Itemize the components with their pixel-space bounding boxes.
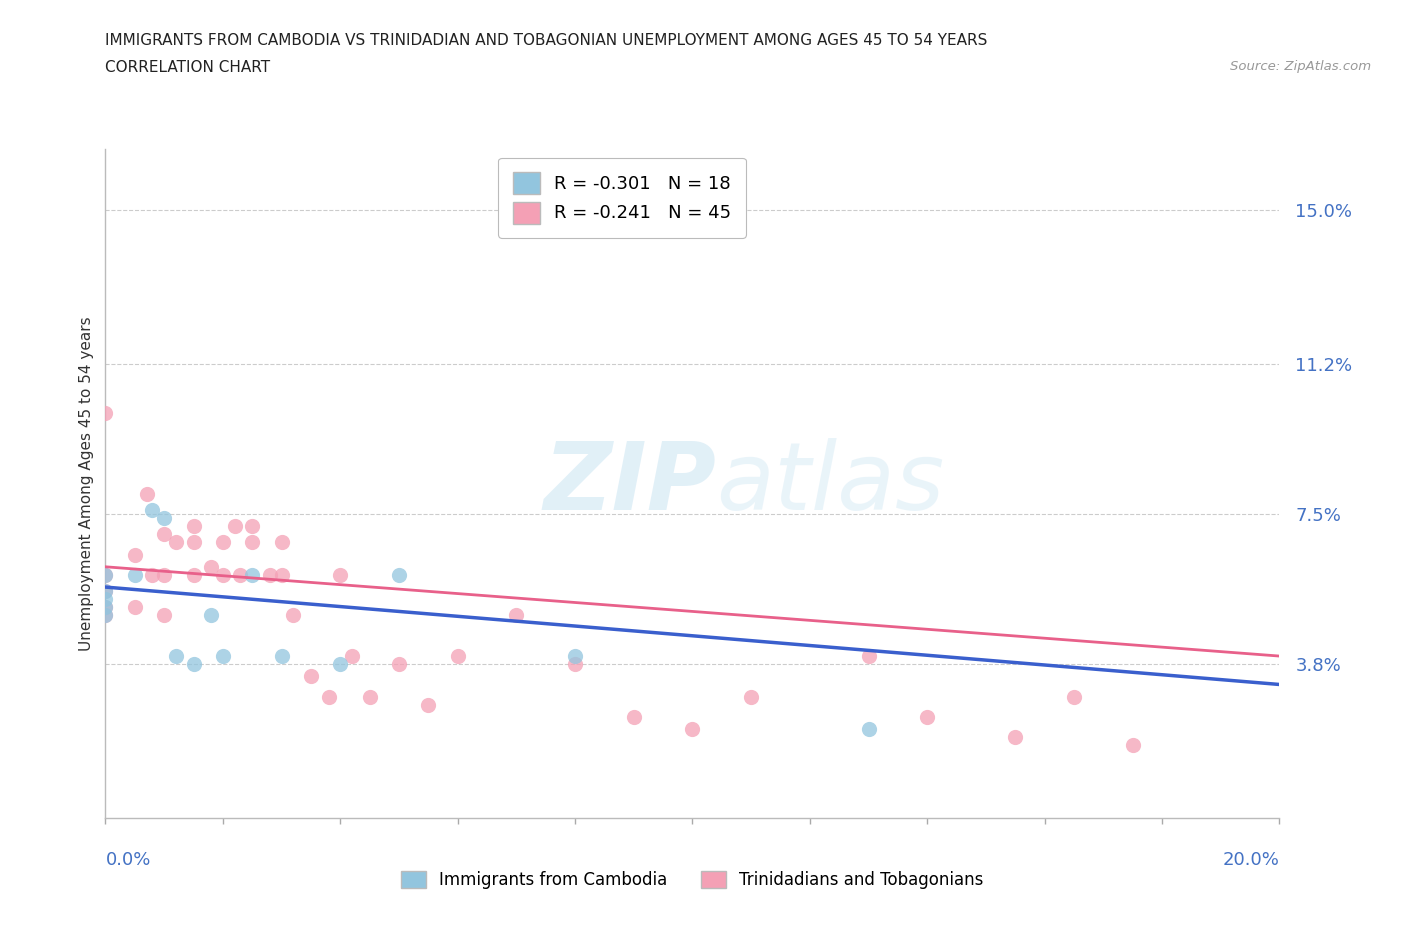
Point: [229, 567, 252, 582]
Text: Source: ZipAtlas.com: Source: ZipAtlas.com: [1230, 60, 1371, 73]
Point: [153, 567, 176, 582]
Point: [124, 547, 146, 562]
Point: [1063, 689, 1085, 704]
Text: 20.0%: 20.0%: [1223, 851, 1279, 870]
Point: [94, 584, 117, 599]
Point: [94, 567, 117, 582]
Point: [329, 567, 352, 582]
Point: [211, 567, 233, 582]
Point: [135, 486, 157, 501]
Point: [446, 648, 468, 663]
Point: [359, 689, 381, 704]
Point: [388, 657, 411, 671]
Point: [858, 648, 880, 663]
Point: [94, 584, 117, 599]
Text: CORRELATION CHART: CORRELATION CHART: [105, 60, 270, 75]
Point: [200, 608, 222, 623]
Point: [388, 567, 411, 582]
Point: [917, 710, 939, 724]
Point: [240, 535, 263, 550]
Point: [1122, 737, 1144, 752]
Point: [418, 698, 440, 712]
Point: [124, 600, 146, 615]
Point: [153, 608, 176, 623]
Point: [183, 567, 205, 582]
Point: [211, 535, 233, 550]
Point: [505, 608, 527, 623]
Text: ZIP: ZIP: [543, 438, 716, 529]
Point: [165, 535, 187, 550]
Point: [682, 722, 704, 737]
Point: [165, 648, 187, 663]
Text: IMMIGRANTS FROM CAMBODIA VS TRINIDADIAN AND TOBAGONIAN UNEMPLOYMENT AMONG AGES 4: IMMIGRANTS FROM CAMBODIA VS TRINIDADIAN …: [105, 33, 988, 47]
Point: [564, 648, 586, 663]
Point: [183, 519, 205, 534]
Point: [141, 502, 163, 517]
Point: [318, 689, 340, 704]
Point: [183, 657, 205, 671]
Point: [270, 648, 292, 663]
Point: [200, 559, 222, 574]
Text: atlas: atlas: [716, 438, 945, 529]
Point: [270, 567, 292, 582]
Point: [299, 669, 322, 684]
Point: [623, 710, 645, 724]
Point: [124, 567, 146, 582]
Point: [224, 519, 246, 534]
Point: [858, 722, 880, 737]
Point: [1004, 730, 1026, 745]
Point: [329, 657, 352, 671]
Point: [340, 648, 363, 663]
Point: [740, 689, 762, 704]
Point: [94, 567, 117, 582]
Text: 0.0%: 0.0%: [105, 851, 150, 870]
Point: [94, 405, 117, 420]
Point: [153, 527, 176, 542]
Point: [183, 535, 205, 550]
Point: [270, 535, 292, 550]
Point: [94, 600, 117, 615]
Point: [153, 511, 176, 525]
Legend: Immigrants from Cambodia, Trinidadians and Tobagonians: Immigrants from Cambodia, Trinidadians a…: [392, 862, 993, 897]
Point: [94, 600, 117, 615]
Point: [94, 608, 117, 623]
Point: [94, 608, 117, 623]
Point: [141, 567, 163, 582]
Point: [259, 567, 281, 582]
Point: [94, 591, 117, 606]
Point: [240, 567, 263, 582]
Point: [240, 519, 263, 534]
Y-axis label: Unemployment Among Ages 45 to 54 years: Unemployment Among Ages 45 to 54 years: [79, 316, 94, 651]
Point: [211, 648, 233, 663]
Point: [283, 608, 305, 623]
Point: [564, 657, 586, 671]
